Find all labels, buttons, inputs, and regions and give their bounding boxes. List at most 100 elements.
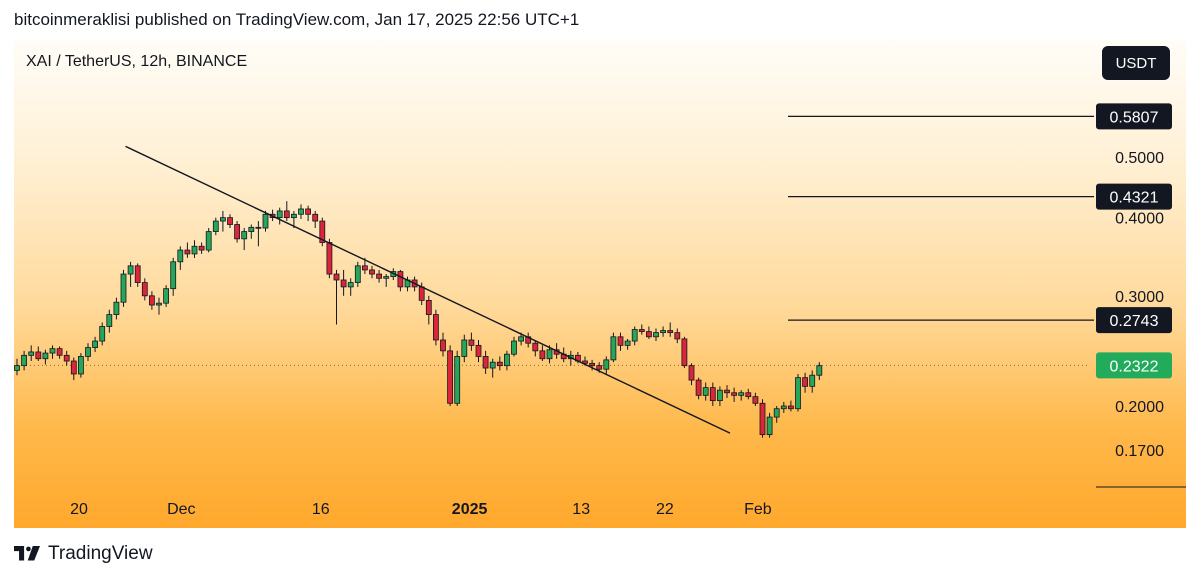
candle-up xyxy=(809,374,816,387)
brand-name: TradingView xyxy=(48,543,153,564)
candle-up xyxy=(347,282,354,288)
candle-up xyxy=(660,330,666,334)
candle-up xyxy=(773,408,780,418)
x-tick-label: 22 xyxy=(656,501,674,518)
candle-up xyxy=(631,329,638,342)
trendline xyxy=(125,145,731,434)
candle-up xyxy=(795,377,801,410)
candle-up xyxy=(489,361,496,369)
candle-down xyxy=(788,405,794,410)
candle-up xyxy=(276,210,283,219)
candle-up xyxy=(248,226,255,232)
candle-down xyxy=(440,339,446,352)
candle-up xyxy=(766,416,773,436)
candle-up xyxy=(702,387,709,396)
candle-up xyxy=(298,208,304,215)
candle-up xyxy=(738,392,745,396)
candle-up xyxy=(212,220,219,232)
candle-up xyxy=(518,336,525,342)
chart-area[interactable]: 0.5000 0.4000 0.3000 0.2000 0.1700 0.5807 0.43… xyxy=(14,40,1186,528)
candle-down xyxy=(70,360,77,375)
x-tick-label: 13 xyxy=(572,501,590,518)
y-tick-label: 0.5000 xyxy=(1115,150,1164,167)
candle-down xyxy=(234,224,241,240)
candle-up xyxy=(85,347,91,357)
candle-down xyxy=(376,273,383,279)
candle-down xyxy=(312,213,319,222)
candle-down xyxy=(802,377,808,387)
candle-up xyxy=(219,217,226,222)
candle-up xyxy=(546,349,553,360)
candle-up xyxy=(21,354,27,367)
candle-up xyxy=(290,213,297,219)
candle-down xyxy=(425,299,432,315)
candle-up xyxy=(170,261,177,290)
candle-down xyxy=(638,329,645,332)
tradingview-logo-icon xyxy=(14,546,40,561)
candle-up xyxy=(241,231,248,240)
candle-down xyxy=(724,389,730,394)
candle-up xyxy=(163,288,170,304)
candle-up xyxy=(816,365,823,376)
time-axis: 20 Dec 16 2025 13 22 Feb xyxy=(70,486,1186,518)
candle-down xyxy=(361,265,368,271)
candle-down xyxy=(397,271,404,288)
candle-up xyxy=(156,302,162,306)
trendline-group xyxy=(125,145,731,434)
candle-down xyxy=(56,348,63,356)
candle-down xyxy=(482,356,489,369)
candle-down xyxy=(646,331,652,338)
candle-down xyxy=(496,361,503,367)
candle-down xyxy=(134,265,141,283)
symbol-title: XAI / TetherUS, 12h, BINANCE xyxy=(26,53,248,70)
candle-down xyxy=(447,350,454,404)
candle-up xyxy=(14,365,20,371)
x-tick-label: Feb xyxy=(744,501,772,518)
level-label-box xyxy=(1096,307,1172,334)
level-lines-group xyxy=(788,115,1094,321)
candle-up xyxy=(49,348,56,354)
x-tick-label: Dec xyxy=(167,501,195,518)
x-tick-label: 16 xyxy=(312,501,330,518)
y-tick-label: 0.3000 xyxy=(1115,289,1164,306)
candle-down xyxy=(709,387,716,402)
candle-down xyxy=(681,338,688,367)
candle-up xyxy=(354,265,361,283)
y-tick-label: 0.2000 xyxy=(1115,399,1164,416)
candle-down xyxy=(227,217,233,225)
currency-button[interactable]: USDT xyxy=(1102,46,1170,80)
level-label-box xyxy=(1096,103,1172,130)
candle-up xyxy=(99,326,106,342)
candle-down xyxy=(148,295,155,306)
candle-down xyxy=(333,273,340,281)
candle-down xyxy=(475,344,482,357)
candle-down xyxy=(418,286,425,301)
y-tick-label: 0.4000 xyxy=(1115,211,1164,228)
candle-down xyxy=(759,402,766,436)
candle-down xyxy=(731,392,737,396)
price-chart[interactable]: 0.5000 0.4000 0.3000 0.2000 0.1700 0.5807 0.43… xyxy=(14,40,1186,528)
candle-up xyxy=(191,245,198,255)
candle-down xyxy=(63,354,70,362)
candle-down xyxy=(468,339,475,346)
candle-down xyxy=(745,392,752,398)
footer-brand[interactable]: TradingView xyxy=(14,543,153,565)
candle-up xyxy=(454,356,461,404)
candle-down xyxy=(305,208,312,215)
candle-down xyxy=(35,351,42,360)
level-label: 0.4321 xyxy=(1110,190,1159,207)
candle-down xyxy=(255,226,262,229)
candle-down xyxy=(752,396,759,404)
current-price-label: 0.2322 xyxy=(1110,358,1159,375)
candle-up xyxy=(461,339,468,357)
attribution-text: bitcoinmeraklisi published on TradingVie… xyxy=(14,10,580,29)
candle-up xyxy=(177,249,184,263)
candle-down xyxy=(589,362,595,367)
candle-down xyxy=(688,365,695,381)
candle-down xyxy=(432,314,439,341)
candle-up xyxy=(780,405,787,410)
x-tick-label: 20 xyxy=(70,501,88,518)
candle-down xyxy=(283,210,290,219)
candle-up xyxy=(127,265,134,275)
candle-up xyxy=(653,332,659,338)
